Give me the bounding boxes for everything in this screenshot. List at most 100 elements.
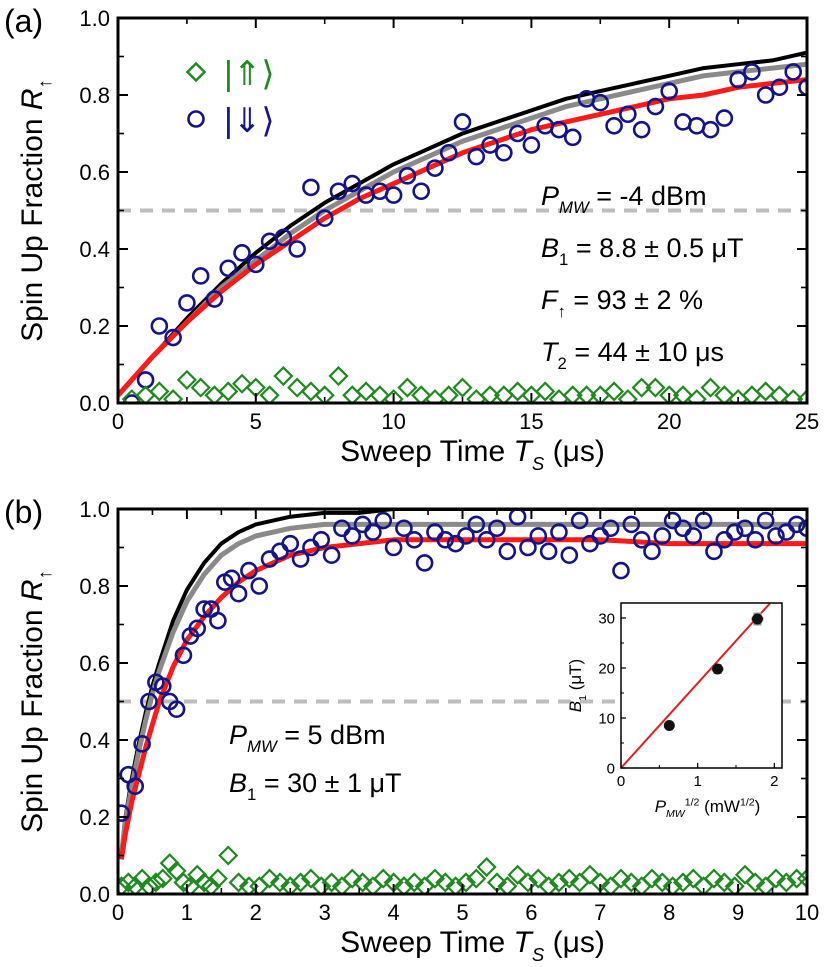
data-point-spin-down: [281, 534, 300, 553]
data-point-spin-up: [604, 381, 625, 402]
x-axis-label: Sweep Time TS (μs): [340, 926, 605, 965]
data-point-spin-down: [167, 700, 186, 719]
data-point-spin-down: [539, 542, 558, 561]
data-point-spin-up: [497, 876, 518, 894]
annotation-2: B1 = 30 ± 1 μT: [229, 768, 402, 804]
panel-label: (b): [4, 494, 43, 530]
data-point-spin-down: [312, 530, 331, 549]
data-point-spin-up: [703, 868, 725, 889]
fit-curve-red: [118, 77, 807, 397]
simulation-curve-gray: [118, 521, 807, 856]
data-point-spin-up: [714, 872, 735, 893]
data-point-spin-down: [302, 178, 320, 197]
data-point-spin-down: [550, 523, 568, 541]
data-point-spin-down: [746, 530, 765, 549]
data-point-spin-up: [369, 385, 390, 403]
data-point-spin-down: [247, 255, 265, 274]
data-point-spin-up: [259, 868, 280, 889]
x-tick-label: 5: [250, 409, 262, 434]
data-point-spin-up: [445, 876, 466, 894]
data-point-spin-down: [570, 511, 589, 530]
data-point-spin-up: [631, 377, 652, 398]
data-point-spin-up: [714, 385, 735, 403]
data-point-spin-up: [776, 872, 797, 893]
x-tick-label: 6: [525, 900, 537, 925]
data-point-spin-up: [466, 868, 487, 889]
data-point-spin-up: [404, 872, 425, 893]
annotation-4: T2 = 44 ± 10 μs: [541, 337, 724, 373]
data-point-spin-down: [646, 97, 665, 116]
data-point-spin-down: [767, 527, 785, 545]
data-point-spin-up: [480, 385, 501, 403]
data-point-spin-down: [519, 538, 537, 557]
x-tick-label: 10: [795, 900, 819, 925]
data-point-spin-down: [477, 530, 496, 549]
data-point-spin-down: [653, 527, 672, 545]
data-point-spin-down: [205, 290, 224, 308]
data-point-spin-up: [435, 872, 456, 893]
annotation-3: F↑ = 93 ± 2 %: [541, 285, 703, 321]
data-point-spin-down: [725, 523, 744, 541]
data-point-spin-up: [145, 872, 166, 893]
data-point-spin-up: [152, 868, 173, 889]
data-point-spin-up: [652, 872, 673, 893]
axes-frame: [620, 602, 783, 769]
data-point-spin-down: [498, 542, 517, 561]
data-point-spin-up: [300, 868, 321, 889]
data-point-spin-down: [784, 63, 803, 81]
data-point-spin-up: [190, 377, 211, 398]
data-point-spin-down: [612, 561, 630, 580]
x-tick-label: 20: [657, 409, 681, 434]
data-point-spin-down: [632, 120, 651, 139]
data-point-spin-down: [736, 519, 754, 538]
data-point-spin-up: [796, 868, 807, 889]
data-point-spin-up: [559, 868, 580, 889]
data-point-b1: [751, 613, 763, 625]
data-point-spin-up: [617, 389, 638, 403]
data-point-b1: [663, 720, 675, 731]
x-tick-label: 0: [112, 900, 124, 925]
data-point-spin-up: [280, 876, 301, 894]
data-point-spin-down: [229, 584, 248, 603]
data-point-spin-down: [188, 619, 207, 638]
data-point-spin-up: [621, 872, 642, 893]
data-point-spin-down: [374, 511, 393, 530]
data-point-spin-down: [233, 244, 251, 262]
data-point-spin-down: [240, 561, 258, 580]
data-point-spin-down: [715, 109, 734, 127]
data-point-spin-up: [321, 872, 342, 893]
data-point-spin-down: [436, 530, 455, 549]
x-tick-label: 9: [732, 900, 744, 925]
data-point-spin-down: [756, 511, 775, 530]
x-tick-label: 0: [617, 773, 625, 790]
data-point-spin-down: [622, 515, 641, 534]
data-point-spin-down: [398, 167, 417, 185]
data-point-spin-down: [798, 78, 807, 97]
data-point-spin-down: [150, 317, 169, 335]
data-point-spin-up: [373, 868, 394, 889]
data-point-spin-down: [601, 519, 620, 538]
data-point-spin-up: [538, 876, 559, 894]
data-point-spin-up: [300, 381, 321, 402]
data-point-spin-up: [231, 373, 253, 394]
data-point-spin-down: [705, 542, 723, 561]
data-point-spin-down: [274, 228, 293, 247]
data-point-spin-up: [311, 876, 332, 894]
x-tick-label: 5: [456, 900, 468, 925]
data-point-spin-up: [269, 872, 290, 893]
annotation-1: PMW = -4 dBm: [541, 181, 707, 217]
data-point-spin-up: [176, 369, 197, 390]
x-tick-label: 7: [594, 900, 606, 925]
data-point-spin-up: [383, 389, 404, 403]
data-point-spin-down: [364, 523, 382, 541]
data-point-spin-up: [314, 385, 335, 403]
inset-background: [621, 603, 782, 768]
data-point-spin-down: [322, 546, 341, 565]
y-axis-label: Spin Up Fraction R↑: [16, 79, 55, 342]
data-point-spin-down: [550, 120, 568, 139]
data-point-spin-down: [591, 93, 610, 112]
data-point-spin-up: [200, 876, 222, 894]
x-tick-label: 8: [663, 900, 675, 925]
data-point-spin-up: [249, 876, 270, 894]
legend-label-spin-up: |⇑⟩: [224, 55, 275, 93]
